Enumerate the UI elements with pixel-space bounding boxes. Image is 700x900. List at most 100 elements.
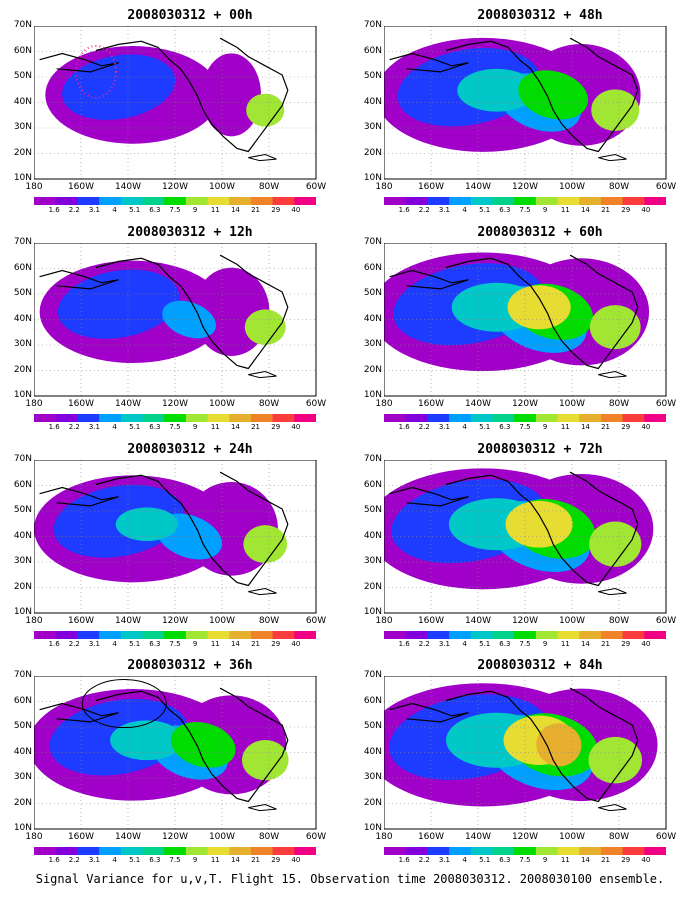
colorbar-swatch (427, 631, 450, 639)
map-panel-p48: 2008030312 + 48h 70N 60N 50N 40N 30N 20N 10N 180… (364, 8, 700, 230)
colorbar-label: 29 (271, 206, 281, 214)
colorbar-swatch (34, 414, 57, 422)
lat-label: 10N (363, 607, 382, 617)
colorbar-swatch (229, 847, 252, 855)
panel-title: 2008030312 + 00h (127, 8, 253, 23)
lat-label: 20N (13, 581, 32, 592)
colorbar-swatch (207, 631, 230, 639)
colorbar-label: 40 (291, 640, 301, 648)
lat-label: 40N (363, 313, 382, 324)
colorbar-label: 5.1 (129, 640, 141, 648)
colorbar-swatch (600, 197, 624, 205)
colorbar-label: 29 (621, 856, 631, 864)
lon-label: 100W (558, 616, 586, 626)
lat-label: 70N (13, 454, 32, 464)
panel-title: 2008030312 + 60h (477, 225, 603, 240)
colorbar-label: 11 (210, 640, 220, 648)
panel-title: 2008030312 + 36h (127, 658, 253, 673)
lat-label: 30N (363, 122, 382, 132)
lat-label: 60N (363, 695, 382, 706)
lat-label: 60N (13, 45, 32, 56)
lat-label: 40N (363, 96, 382, 107)
colorbar-swatch (600, 414, 624, 422)
colorbar-swatch (449, 847, 472, 855)
colorbar-swatch (142, 631, 165, 639)
colorbar-swatch (622, 847, 645, 855)
colorbar-swatch (470, 414, 493, 422)
colorbar-swatch (384, 847, 407, 855)
lon-label: 140W (464, 399, 492, 409)
colorbar-label: 7.5 (519, 640, 531, 648)
lat-label: 70N (13, 20, 32, 30)
colorbar-label: 21 (251, 856, 261, 864)
colorbar-label: 3.1 (438, 206, 450, 214)
lat-label: 40N (363, 530, 382, 541)
lon-label: 180 (25, 399, 43, 409)
colorbar-swatch (250, 414, 274, 422)
lon-label: 140W (464, 616, 492, 626)
lon-label: 60W (305, 399, 327, 409)
colorbar-swatch (644, 631, 666, 639)
colorbar-label: 21 (251, 206, 261, 214)
colorbar-label: 21 (251, 640, 261, 648)
colorbar-label: 5.1 (479, 423, 491, 431)
colorbar-swatch (535, 847, 559, 855)
lat-label: 50N (363, 505, 382, 515)
lon-label: 100W (208, 616, 236, 626)
colorbar-label: 40 (641, 423, 651, 431)
lon-label: 80W (258, 182, 280, 192)
variance-map (34, 460, 317, 614)
colorbar-swatch (99, 631, 122, 639)
map-panel-p36: 2008030312 + 36h 70N 60N 50N 40N 30N 20N 10N 180… (14, 658, 360, 880)
colorbar-swatch (77, 197, 100, 205)
lon-label: 60W (305, 182, 327, 192)
lon-label: 140W (464, 182, 492, 192)
lon-label: 180 (375, 182, 393, 192)
colorbar-swatch (384, 414, 407, 422)
colorbar-swatch (644, 414, 666, 422)
colorbar-swatch (250, 631, 274, 639)
lat-label: 60N (363, 45, 382, 56)
colorbar-swatch (120, 414, 143, 422)
colorbar (34, 414, 316, 422)
lat-label: 20N (363, 364, 382, 375)
colorbar (34, 631, 316, 639)
colorbar-swatch (272, 414, 295, 422)
colorbar-swatch (514, 414, 537, 422)
lon-label: 100W (208, 399, 236, 409)
colorbar-swatch (622, 631, 645, 639)
lat-label: 20N (13, 364, 32, 375)
lat-label: 70N (363, 454, 382, 464)
lon-label: 180 (25, 832, 43, 842)
panel-title: 2008030312 + 48h (477, 8, 603, 23)
lon-label: 140W (114, 616, 142, 626)
colorbar-label: 14 (580, 856, 590, 864)
colorbar-swatch (250, 197, 274, 205)
colorbar-label: 29 (271, 423, 281, 431)
colorbar-label: 7.5 (519, 423, 531, 431)
colorbar-label: 7.5 (169, 423, 181, 431)
lat-label: 30N (13, 772, 32, 782)
colorbar-swatch (384, 631, 407, 639)
lat-label: 70N (13, 670, 32, 680)
lon-label: 100W (558, 399, 586, 409)
lon-label: 180 (25, 182, 43, 192)
colorbar-label: 14 (230, 423, 240, 431)
colorbar-label: 6.3 (149, 206, 161, 214)
map-panel-p00: 2008030312 + 00h 70N 60N 50N 40N 30N 20N 10N 180… (14, 8, 360, 230)
colorbar-label: 6.3 (499, 423, 511, 431)
colorbar-swatch (294, 847, 316, 855)
colorbar-swatch (120, 197, 143, 205)
lon-label: 160W (67, 832, 95, 842)
colorbar-label: 3.1 (438, 423, 450, 431)
colorbar-swatch (229, 414, 252, 422)
lat-label: 10N (363, 823, 382, 833)
colorbar-label: 11 (560, 423, 570, 431)
lat-label: 30N (13, 339, 32, 349)
lon-label: 60W (655, 399, 677, 409)
colorbar-swatch (185, 631, 209, 639)
colorbar (384, 847, 666, 855)
colorbar-swatch (579, 414, 602, 422)
lat-label: 20N (363, 581, 382, 592)
colorbar-label: 6.3 (149, 640, 161, 648)
